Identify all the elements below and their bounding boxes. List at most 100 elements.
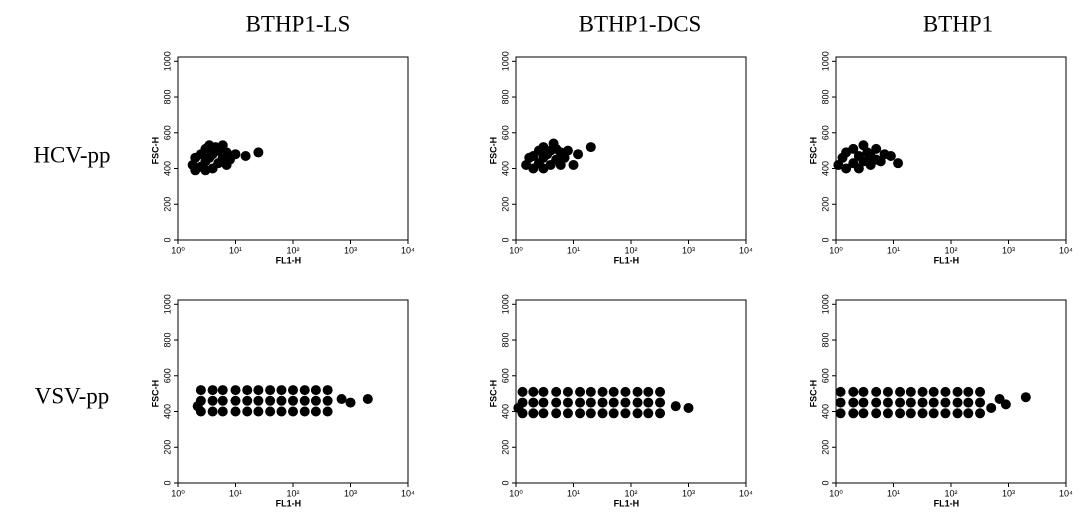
y-tick-label: 800 <box>162 333 172 348</box>
scatter-point <box>871 143 882 154</box>
y-tick-label: 600 <box>820 125 830 140</box>
scatter-point <box>551 386 562 397</box>
scatter-point <box>265 395 276 406</box>
x-tick-label: 10⁰ <box>171 488 185 498</box>
scatter-point <box>940 397 951 408</box>
scatter-point <box>928 397 939 408</box>
scatter-point <box>882 408 893 419</box>
scatter-point <box>288 385 298 396</box>
scatter-point <box>575 408 586 419</box>
column-title: BTHP1-LS <box>246 11 351 36</box>
scatter-point <box>230 406 241 417</box>
scatter-point <box>597 397 608 408</box>
y-tick-label: 800 <box>500 90 510 105</box>
scatter-point <box>905 397 916 408</box>
y-tick-label: 400 <box>820 404 830 419</box>
y-tick-label: 1000 <box>162 51 172 71</box>
x-axis-label: FL1-H <box>614 498 640 508</box>
scatter-point <box>585 142 596 153</box>
scatter-point <box>310 385 321 396</box>
y-axis-label: FSC-H <box>808 380 818 408</box>
y-tick-label: 200 <box>162 197 172 212</box>
x-tick-label: 10² <box>944 245 957 255</box>
scatter-point <box>551 397 562 408</box>
scatter-point <box>538 397 549 408</box>
scatter-point <box>952 397 963 408</box>
y-tick-label: 400 <box>820 161 830 176</box>
scatter-point <box>963 397 974 408</box>
scatter-point <box>240 151 251 162</box>
y-axis-label: FSC-H <box>488 380 498 408</box>
x-tick-label: 10⁰ <box>509 245 523 255</box>
scatter-point <box>835 408 846 419</box>
y-tick-label: 0 <box>162 237 172 242</box>
scatter-point <box>568 159 579 170</box>
scatter-point <box>835 397 846 408</box>
column-title: BTHP1-DCS <box>579 11 702 36</box>
x-axis-label: FL1-H <box>276 255 302 265</box>
scatter-point <box>683 402 694 413</box>
scatter-point <box>848 397 859 408</box>
x-tick-label: 10³ <box>682 245 695 255</box>
scatter-point <box>207 385 218 396</box>
y-tick-label: 0 <box>500 480 510 485</box>
y-tick-label: 200 <box>500 197 510 212</box>
scatter-point <box>835 386 846 397</box>
scatter-point <box>917 408 928 419</box>
scatter-point <box>975 397 986 408</box>
scatter-point <box>882 386 893 397</box>
y-tick-label: 800 <box>820 90 830 105</box>
scatter-point <box>362 394 373 405</box>
y-tick-label: 600 <box>820 368 830 383</box>
y-tick-label: 400 <box>162 161 172 176</box>
y-axis-label: FSC-H <box>808 137 818 165</box>
y-tick-label: 600 <box>500 368 510 383</box>
scatter-point <box>230 385 241 396</box>
scatter-point <box>242 406 253 417</box>
scatter-point <box>192 401 203 412</box>
scatter-point <box>562 386 573 397</box>
panel: 10⁰ 10¹ 10² 10³ 10⁴ 0 200 400 600 800 1000 FL1-H FSC… <box>808 294 1073 508</box>
scatter-point <box>620 386 631 397</box>
y-tick-label: 200 <box>820 197 830 212</box>
scatter-point <box>655 408 666 419</box>
scatter-point <box>288 395 298 406</box>
x-tick-label: 10² <box>624 245 637 255</box>
x-tick-label: 10² <box>624 488 637 498</box>
scatter-point <box>940 408 951 419</box>
scatter-point <box>885 151 896 162</box>
x-tick-label: 10⁰ <box>171 245 185 255</box>
x-tick-label: 10¹ <box>229 488 242 498</box>
y-tick-label: 0 <box>820 237 830 242</box>
x-tick-label: 10¹ <box>229 245 242 255</box>
x-tick-label: 10³ <box>1002 245 1015 255</box>
scatter-point <box>608 386 619 397</box>
scatter-point <box>217 406 228 417</box>
x-tick-label: 10⁰ <box>509 488 523 498</box>
x-tick-label: 10³ <box>682 488 695 498</box>
scatter-point <box>632 397 643 408</box>
row-label: HCV-pp <box>33 142 110 167</box>
x-tick-label: 10⁴ <box>739 488 753 498</box>
y-tick-label: 800 <box>162 90 172 105</box>
y-tick-label: 200 <box>820 440 830 455</box>
scatter-point <box>620 397 631 408</box>
scatter-point <box>655 397 666 408</box>
scatter-point <box>952 386 963 397</box>
scatter-point <box>643 386 654 397</box>
scatter-point <box>517 386 528 397</box>
y-tick-label: 1000 <box>820 294 830 314</box>
scatter-point <box>895 408 906 419</box>
scatter-point <box>562 408 573 419</box>
y-tick-label: 800 <box>500 333 510 348</box>
y-tick-label: 1000 <box>162 294 172 314</box>
scatter-point <box>265 385 276 396</box>
y-tick-label: 600 <box>500 125 510 140</box>
y-axis-label: FSC-H <box>150 137 160 165</box>
scatter-point <box>670 401 681 412</box>
x-tick-label: 10¹ <box>567 488 580 498</box>
scatter-point <box>643 408 654 419</box>
scatter-point <box>917 397 928 408</box>
x-tick-label: 10⁴ <box>1059 245 1073 255</box>
